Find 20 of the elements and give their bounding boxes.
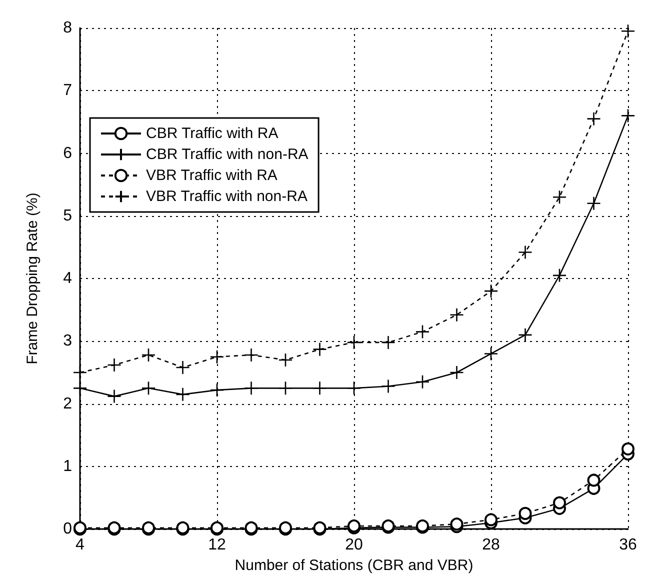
x-tick-label: 12 bbox=[208, 536, 226, 554]
legend-label: VBR Traffic with non-RA bbox=[146, 188, 308, 205]
legend-label: CBR Traffic with RA bbox=[146, 125, 278, 142]
y-tick-label: 7 bbox=[63, 82, 72, 100]
x-tick-label: 20 bbox=[345, 536, 363, 554]
x-tick-label: 4 bbox=[76, 536, 85, 554]
y-tick-label: 8 bbox=[63, 20, 72, 36]
x-tick-label: 28 bbox=[482, 536, 500, 554]
y-tick-label: 0 bbox=[63, 520, 72, 538]
y-tick-label: 1 bbox=[63, 458, 72, 475]
y-tick-label: 5 bbox=[63, 207, 72, 224]
legend-label: VBR Traffic with RA bbox=[146, 167, 278, 184]
y-axis-title: Frame Dropping Rate (%) bbox=[24, 192, 41, 364]
y-tick-label: 2 bbox=[63, 395, 72, 412]
x-axis-title: Number of Stations (CBR and VBR) bbox=[234, 557, 474, 574]
y-tick-label: 3 bbox=[63, 332, 72, 350]
x-tick-label: 36 bbox=[619, 536, 637, 554]
legend-label: CBR Traffic with non-RA bbox=[146, 146, 308, 163]
y-tick-label: 6 bbox=[63, 144, 72, 162]
y-tick-label: 4 bbox=[63, 270, 72, 288]
